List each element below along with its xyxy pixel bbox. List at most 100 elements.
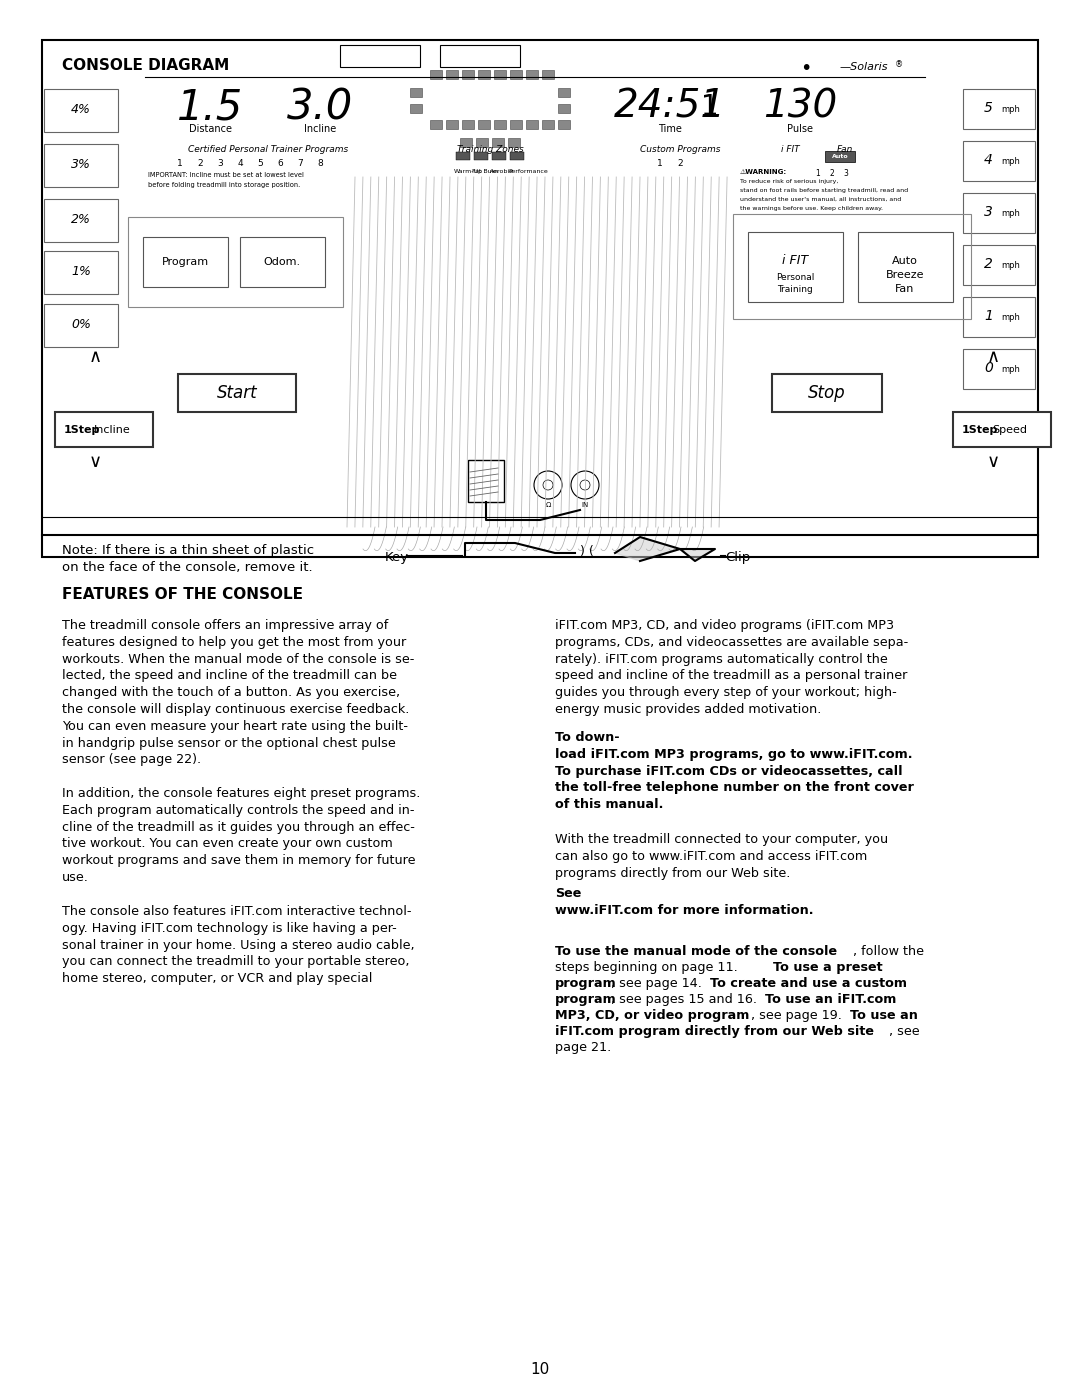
Circle shape: [534, 471, 562, 499]
Text: 2: 2: [677, 159, 683, 168]
Text: Training Zones: Training Zones: [457, 145, 524, 154]
Bar: [733, 214, 971, 319]
Text: 5: 5: [257, 159, 262, 168]
Bar: [340, 45, 420, 67]
Circle shape: [543, 481, 553, 490]
Bar: [440, 45, 519, 67]
Text: 1%: 1%: [71, 265, 91, 278]
Bar: [542, 120, 554, 129]
Text: Time: Time: [658, 124, 681, 134]
Text: Performance: Performance: [508, 169, 548, 175]
Text: Key: Key: [384, 550, 409, 564]
Text: MP3, CD, or video program: MP3, CD, or video program: [555, 1009, 750, 1023]
Bar: [468, 460, 504, 502]
Text: In addition, the console features eight preset programs.
Each program automatica: In addition, the console features eight …: [62, 787, 420, 884]
Text: Fan: Fan: [895, 284, 915, 293]
Text: 3: 3: [843, 169, 849, 177]
Text: program: program: [555, 977, 617, 990]
Text: ∨: ∨: [89, 453, 102, 471]
Bar: [963, 89, 1035, 129]
Bar: [963, 141, 1035, 182]
Text: mph: mph: [1001, 158, 1020, 166]
Text: i FIT: i FIT: [782, 254, 808, 267]
Text: before folding treadmill into storage position.: before folding treadmill into storage po…: [148, 182, 300, 189]
Text: Personal: Personal: [775, 272, 814, 282]
Text: Start: Start: [217, 384, 257, 402]
Bar: [44, 198, 118, 242]
Bar: [508, 138, 519, 147]
Text: 1: 1: [984, 309, 993, 323]
Bar: [178, 374, 296, 412]
Text: 0%: 0%: [71, 319, 91, 331]
Text: Incline: Incline: [94, 425, 131, 434]
Text: 3: 3: [217, 159, 222, 168]
Bar: [478, 70, 490, 80]
Text: 24:51: 24:51: [613, 88, 726, 126]
Text: Fan: Fan: [837, 145, 853, 154]
Bar: [430, 120, 442, 129]
Text: 8: 8: [318, 159, 323, 168]
Text: ∧: ∧: [89, 348, 102, 366]
Bar: [772, 374, 882, 412]
Bar: [462, 70, 474, 80]
Text: 2: 2: [984, 257, 993, 271]
Bar: [44, 251, 118, 293]
Text: To create and use a custom: To create and use a custom: [710, 977, 907, 990]
Text: To use the manual mode of the console: To use the manual mode of the console: [555, 944, 837, 958]
Text: on the face of the console, remove it.: on the face of the console, remove it.: [62, 562, 312, 574]
Bar: [240, 237, 325, 286]
Text: Certified Personal Trainer Programs: Certified Personal Trainer Programs: [188, 145, 348, 154]
Text: i FIT: i FIT: [781, 145, 799, 154]
Text: ®: ®: [895, 60, 903, 68]
Bar: [526, 70, 538, 80]
Bar: [410, 88, 422, 96]
Text: , see page 19.: , see page 19.: [751, 1009, 846, 1023]
Bar: [143, 237, 228, 286]
Bar: [478, 120, 490, 129]
Text: 2: 2: [198, 159, 203, 168]
Text: 1Step: 1Step: [64, 425, 100, 434]
Text: iFIT.com MP3, CD, and video programs (iFIT.com MP3
programs, CDs, and videocasse: iFIT.com MP3, CD, and video programs (iF…: [555, 619, 908, 717]
Text: iFIT.com program directly from our Web site: iFIT.com program directly from our Web s…: [555, 1025, 874, 1038]
Bar: [558, 103, 570, 113]
Bar: [44, 89, 118, 131]
Text: Auto: Auto: [832, 155, 848, 159]
Text: mph: mph: [1001, 106, 1020, 115]
Bar: [44, 144, 118, 187]
Bar: [44, 305, 118, 346]
Text: With the treadmill connected to your computer, you
can also go to www.iFIT.com a: With the treadmill connected to your com…: [555, 833, 888, 880]
Text: , see page 14.: , see page 14.: [611, 977, 706, 990]
Bar: [446, 70, 458, 80]
Text: 6: 6: [278, 159, 283, 168]
Text: Aerobic: Aerobic: [490, 169, 514, 175]
Text: 4: 4: [238, 159, 243, 168]
Bar: [963, 244, 1035, 285]
Bar: [129, 217, 343, 307]
Text: To down-
load iFIT.com MP3 programs, go to www.iFIT.com.
To purchase iFIT.com CD: To down- load iFIT.com MP3 programs, go …: [555, 731, 914, 812]
Text: To use a preset: To use a preset: [773, 961, 882, 974]
Text: Ω: Ω: [545, 502, 551, 509]
Text: 10: 10: [530, 1362, 550, 1376]
Bar: [494, 120, 507, 129]
Bar: [410, 103, 422, 113]
Bar: [494, 70, 507, 80]
Text: 1: 1: [815, 169, 821, 177]
Circle shape: [571, 471, 599, 499]
Text: 130: 130: [762, 88, 837, 126]
Bar: [460, 138, 472, 147]
Text: The treadmill console offers an impressive array of
features designed to help yo: The treadmill console offers an impressi…: [62, 619, 415, 767]
Bar: [462, 120, 474, 129]
Text: IMPORTANT: Incline must be set at lowest level: IMPORTANT: Incline must be set at lowest…: [148, 172, 303, 177]
Text: CONSOLE DIAGRAM: CONSOLE DIAGRAM: [62, 59, 229, 73]
Text: , see: , see: [889, 1025, 920, 1038]
Bar: [430, 70, 442, 80]
Bar: [963, 193, 1035, 233]
Text: ) (: ) (: [580, 545, 594, 557]
Text: mph: mph: [1001, 313, 1020, 323]
Bar: [953, 412, 1051, 447]
Text: 3: 3: [984, 205, 993, 219]
Bar: [963, 298, 1035, 337]
Text: 2: 2: [829, 169, 835, 177]
Text: Training: Training: [778, 285, 813, 293]
Bar: [963, 349, 1035, 388]
